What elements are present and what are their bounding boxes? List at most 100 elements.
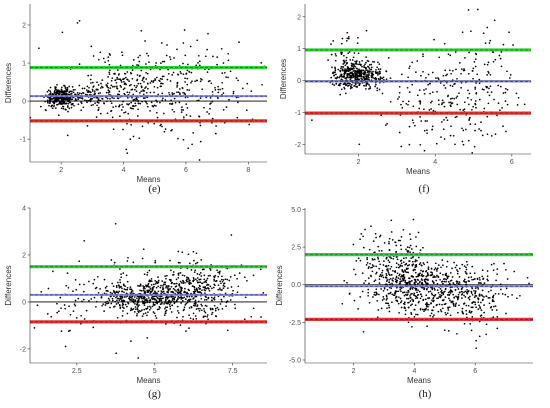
- data-point: [430, 302, 432, 304]
- data-point: [382, 296, 385, 298]
- y-tick-label: 4: [22, 206, 26, 213]
- data-point: [459, 108, 461, 111]
- data-point: [387, 264, 390, 267]
- data-point: [356, 42, 359, 44]
- data-point: [374, 251, 376, 254]
- data-point: [423, 92, 426, 95]
- data-point: [389, 268, 392, 270]
- data-point: [216, 56, 219, 58]
- data-point: [487, 279, 489, 282]
- y-tick-label: 2: [22, 252, 26, 259]
- data-point: [147, 283, 150, 286]
- data-point: [356, 72, 359, 74]
- data-point: [104, 304, 107, 306]
- data-point: [176, 86, 178, 88]
- data-point: [400, 306, 403, 309]
- data-point: [137, 102, 140, 105]
- data-point: [229, 70, 232, 73]
- data-point: [168, 303, 171, 306]
- data-point: [125, 296, 127, 298]
- data-point: [420, 274, 423, 277]
- data-point: [372, 240, 375, 242]
- data-point: [423, 149, 426, 152]
- data-point: [169, 102, 171, 105]
- data-point: [102, 303, 105, 305]
- data-point: [523, 103, 526, 106]
- data-point: [135, 97, 137, 100]
- data-point: [409, 238, 412, 241]
- data-point: [171, 74, 174, 76]
- data-point: [501, 107, 503, 109]
- data-point: [103, 310, 105, 312]
- y-tick-label: -2: [295, 142, 301, 149]
- data-point: [166, 302, 169, 305]
- data-point: [115, 81, 118, 84]
- data-point: [181, 274, 184, 277]
- data-point: [496, 327, 499, 330]
- data-point: [359, 238, 361, 241]
- data-point: [87, 74, 90, 77]
- data-point: [362, 75, 365, 78]
- data-point: [188, 314, 190, 317]
- data-point: [124, 111, 127, 113]
- data-point: [100, 296, 103, 299]
- data-point: [431, 128, 433, 131]
- data-point: [203, 274, 206, 277]
- data-point: [106, 112, 109, 115]
- data-point: [234, 303, 236, 306]
- data-point: [57, 98, 59, 101]
- data-point: [221, 87, 224, 90]
- data-point: [357, 78, 359, 80]
- data-point: [142, 78, 144, 80]
- data-point: [159, 85, 162, 88]
- data-point: [411, 264, 414, 266]
- y-tick-label: 2: [22, 22, 26, 29]
- data-point: [197, 54, 200, 57]
- data-point: [193, 285, 196, 288]
- data-point: [356, 63, 358, 66]
- data-point: [60, 107, 63, 110]
- data-point: [152, 303, 155, 306]
- data-point: [116, 299, 118, 302]
- data-point: [161, 125, 163, 128]
- data-point: [54, 89, 56, 91]
- data-point: [165, 277, 167, 280]
- data-point: [134, 88, 136, 91]
- x-axis-title: Means: [136, 175, 160, 184]
- data-point: [183, 29, 186, 31]
- data-point: [386, 307, 388, 310]
- data-point: [446, 294, 449, 296]
- data-point: [260, 62, 263, 64]
- data-point: [407, 291, 410, 293]
- data-point: [363, 73, 366, 76]
- data-point: [409, 287, 412, 289]
- data-point: [407, 321, 410, 324]
- data-point: [377, 61, 379, 64]
- data-point: [199, 281, 202, 284]
- data-point: [477, 301, 480, 303]
- data-point: [439, 309, 442, 311]
- data-point: [209, 269, 212, 271]
- data-point: [177, 289, 180, 292]
- data-point: [142, 89, 144, 91]
- data-point: [371, 73, 373, 76]
- data-point: [144, 312, 147, 314]
- data-point: [385, 302, 387, 304]
- data-point: [188, 71, 191, 73]
- data-point: [331, 83, 334, 85]
- data-point: [474, 290, 477, 292]
- data-point: [388, 304, 390, 307]
- data-point: [124, 76, 127, 79]
- panel-label: (h): [419, 388, 432, 400]
- data-point: [438, 303, 441, 306]
- data-point: [452, 134, 455, 137]
- data-point: [84, 99, 86, 102]
- data-point: [366, 73, 368, 76]
- data-point: [402, 100, 404, 103]
- data-point: [420, 269, 422, 272]
- data-point: [95, 88, 98, 91]
- data-point: [200, 292, 203, 294]
- data-point: [340, 75, 343, 78]
- data-point: [136, 115, 139, 117]
- data-point: [180, 281, 183, 284]
